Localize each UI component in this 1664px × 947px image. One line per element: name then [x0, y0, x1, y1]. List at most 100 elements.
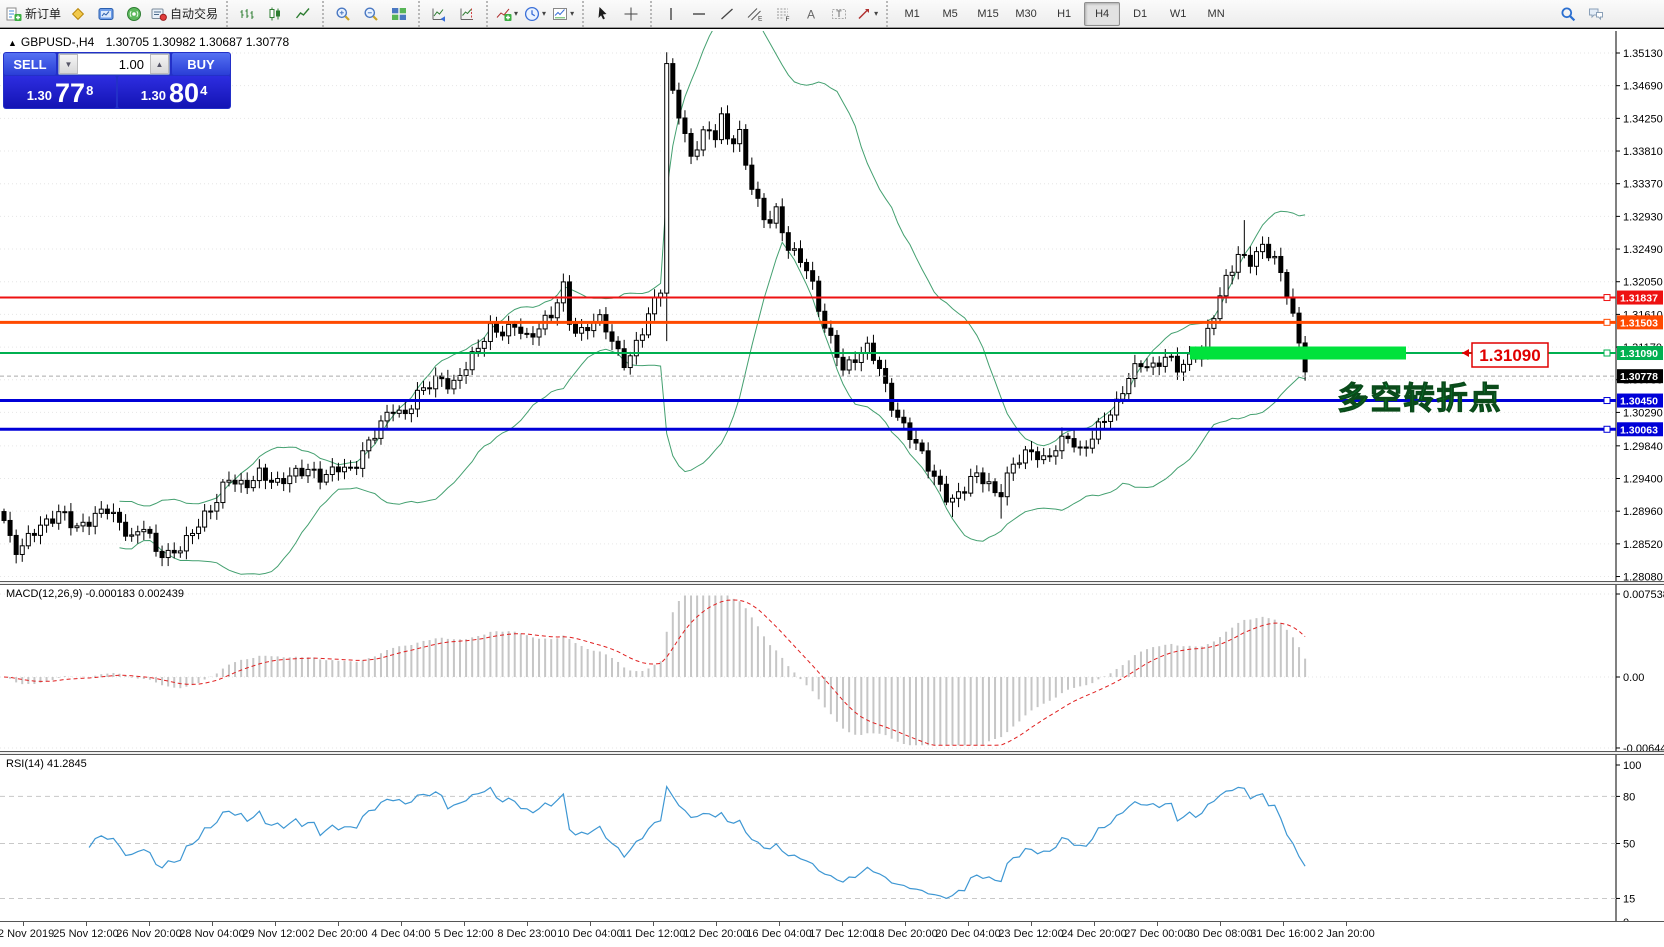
- volume-increase-button[interactable]: ▲: [150, 54, 169, 74]
- text-button[interactable]: A: [797, 2, 825, 26]
- pane-splitter[interactable]: [0, 751, 1664, 755]
- volume-decrease-button[interactable]: ▼: [59, 54, 78, 74]
- search-icon: [1560, 6, 1576, 22]
- periods-button[interactable]: ▾: [521, 2, 549, 26]
- sell-button[interactable]: SELL: [4, 53, 56, 75]
- annotation-text[interactable]: 多空转折点: [1337, 380, 1503, 416]
- bear-candle: [1266, 243, 1272, 259]
- fibonacci-button[interactable]: F: [769, 2, 797, 26]
- bear-candle: [232, 479, 238, 485]
- pane-splitter[interactable]: [0, 581, 1664, 585]
- bear-candle: [1138, 363, 1144, 368]
- chat-button[interactable]: [1582, 2, 1610, 26]
- trendline-button[interactable]: [713, 2, 741, 26]
- time-label: 30 Dec 08:00: [1187, 928, 1253, 940]
- macd-indicator-pane[interactable]: 0.007538 0.00 -0.006446 MACD(12,26,9) -0.0…: [0, 585, 1664, 755]
- bull-candle: [129, 534, 135, 537]
- timeframe-h1[interactable]: H1: [1057, 7, 1072, 20]
- vertical-line-button[interactable]: [657, 2, 685, 26]
- time-label: 10 Dec 04:00: [557, 928, 623, 940]
- bull-candle: [408, 408, 414, 415]
- zoom-in-button[interactable]: [329, 2, 357, 26]
- bear-candle: [998, 492, 1004, 498]
- toolbar-right-icons: [1554, 2, 1610, 26]
- current-price-badge-text: 1.30778: [1620, 371, 1658, 383]
- rsi-svg: 1008050150: [0, 755, 1641, 929]
- zoom-out-icon: [363, 6, 379, 22]
- dropdown-caret-icon[interactable]: ▾: [514, 9, 519, 18]
- price-callout-text: 1.31090: [1479, 346, 1540, 365]
- price-callout-box[interactable]: [1471, 342, 1549, 368]
- indicators-button[interactable]: ▾: [493, 2, 521, 26]
- bear-candle: [13, 534, 19, 555]
- buy-price[interactable]: 1.30 80 4: [118, 76, 230, 108]
- bull-candle: [737, 128, 743, 145]
- hline-handle[interactable]: [1603, 318, 1611, 326]
- bear-candle: [877, 359, 883, 370]
- timeframe-mn[interactable]: MN: [1207, 7, 1225, 20]
- timeframe-m1[interactable]: M1: [904, 7, 920, 20]
- hline-badge: [1617, 422, 1663, 437]
- bull-candle: [986, 481, 992, 485]
- auto-scroll-button[interactable]: [425, 2, 453, 26]
- bar-chart-button[interactable]: [233, 2, 261, 26]
- time-tick: [86, 922, 87, 926]
- cursor-button[interactable]: [589, 2, 617, 26]
- dropdown-caret-icon[interactable]: ▾: [570, 9, 575, 18]
- dropdown-caret-icon[interactable]: ▾: [542, 9, 547, 18]
- templates-button[interactable]: ▾: [549, 2, 577, 26]
- new-order-button[interactable]: 新订单: [3, 2, 64, 26]
- chat-icon: [1588, 6, 1604, 22]
- bar-chart-icon: [239, 6, 255, 22]
- sell-price[interactable]: 1.30 77 8: [4, 76, 116, 108]
- search-button[interactable]: [1554, 2, 1582, 26]
- hline-handle[interactable]: [1603, 294, 1611, 302]
- price-chart-pane[interactable]: 1.35130 1.34690 1.34250 1.33810 1.33370 1.329…: [0, 0, 1664, 584]
- collapse-marker-icon[interactable]: ▲: [8, 38, 17, 48]
- crosshair-button[interactable]: [617, 2, 645, 26]
- bull-candle: [1010, 463, 1016, 474]
- buy-button[interactable]: BUY: [172, 53, 230, 75]
- horizontal-line-button[interactable]: [685, 2, 713, 26]
- dropdown-caret-icon[interactable]: ▾: [874, 9, 879, 18]
- bear-candle: [761, 197, 767, 221]
- bull-candle: [664, 63, 670, 294]
- hline-handle[interactable]: [1603, 425, 1611, 433]
- signals-button[interactable]: [120, 2, 148, 26]
- timeframe-w1[interactable]: W1: [1169, 7, 1187, 20]
- hline-handle[interactable]: [1603, 397, 1611, 405]
- time-tick: [905, 922, 906, 926]
- timeframe-m5[interactable]: M5: [942, 7, 958, 20]
- arrows-button[interactable]: ▾: [853, 2, 881, 26]
- candlestick-chart-button[interactable]: [261, 2, 289, 26]
- bull-candle: [1217, 295, 1223, 320]
- equidistant-channel-button[interactable]: E: [741, 2, 769, 26]
- bull-candle: [329, 466, 335, 476]
- support-zone-bar[interactable]: [1190, 346, 1406, 360]
- timeframe-m30[interactable]: M30: [1015, 7, 1037, 20]
- bear-candle: [585, 327, 591, 332]
- terminal-button[interactable]: [92, 2, 120, 26]
- timeframe-d1[interactable]: D1: [1133, 7, 1148, 20]
- line-chart-button[interactable]: [289, 2, 317, 26]
- bull-candle: [1253, 251, 1259, 267]
- rsi-indicator-pane[interactable]: 1008050150 RSI(14) 41.2845: [0, 755, 1664, 929]
- svg-text:T: T: [836, 9, 842, 19]
- hline-handle[interactable]: [1603, 349, 1611, 357]
- bull-candle: [469, 351, 475, 371]
- bull-candle: [238, 479, 244, 485]
- bear-candle: [171, 549, 177, 554]
- price-chart-svg: 1.35130 1.34690 1.34250 1.33810 1.33370 1.329…: [0, 0, 1663, 584]
- text-label-button[interactable]: T: [825, 2, 853, 26]
- timeframe-m15[interactable]: M15: [977, 7, 999, 20]
- tile-windows-button[interactable]: [385, 2, 413, 26]
- macd-signal-line: [3, 599, 1306, 746]
- chart-shift-button[interactable]: [453, 2, 481, 26]
- volume-input[interactable]: 1.00: [118, 56, 144, 72]
- metaeditor-button[interactable]: [64, 2, 92, 26]
- zoom-out-button[interactable]: [357, 2, 385, 26]
- timeframe-h4[interactable]: H4: [1084, 1, 1121, 26]
- autotrading-button[interactable]: 自动交易: [148, 2, 221, 26]
